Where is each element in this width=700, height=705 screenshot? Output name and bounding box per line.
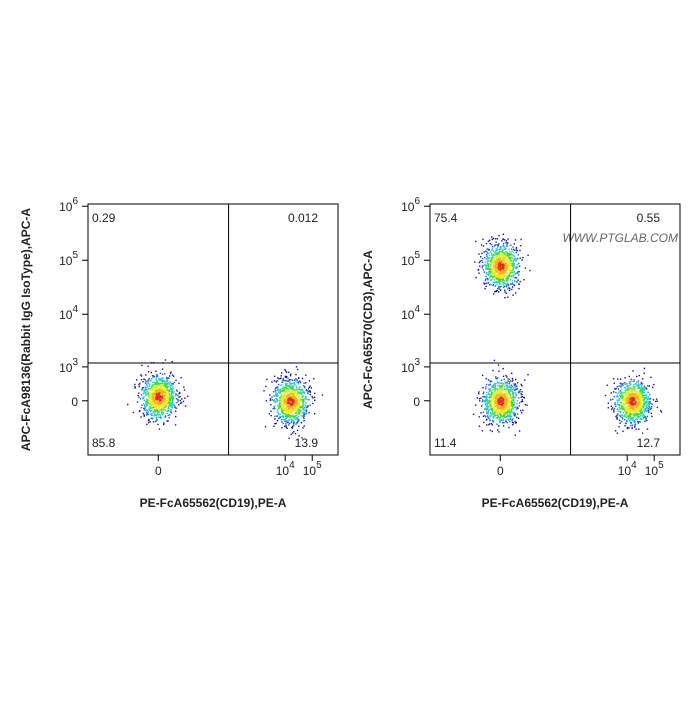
cell-population	[127, 359, 189, 430]
tick-exponent: 5	[316, 460, 322, 471]
y-tick-label: 103	[59, 357, 78, 375]
tick-exponent: 3	[72, 357, 78, 368]
tick-base: 10	[401, 254, 415, 268]
y-axis-label: APC-FcA65570(CD3),APC-A	[361, 250, 375, 409]
tick-base: 10	[59, 361, 73, 375]
tick-base: 10	[303, 464, 317, 478]
x-tick-label: 0	[497, 464, 504, 478]
x-axis-label: PE-FcA65562(CD19),PE-A	[482, 496, 629, 510]
plot-frame	[429, 203, 681, 456]
tick-exponent: 6	[72, 196, 78, 207]
tick-exponent: 5	[72, 250, 78, 261]
tick-base: 10	[645, 464, 659, 478]
y-tick-label: 105	[59, 250, 78, 268]
plot-frame	[87, 203, 339, 456]
tick-base: 10	[401, 308, 415, 322]
x-tick-label: 104	[276, 460, 295, 478]
quadrant-label: 0.29	[92, 211, 116, 225]
tick-base: 10	[59, 308, 73, 322]
y-tick-label: 106	[59, 196, 78, 214]
x-tick-label: 105	[645, 460, 664, 478]
x-tick-label: 104	[618, 460, 637, 478]
tick-base: 10	[401, 361, 415, 375]
tick-base: 10	[618, 464, 632, 478]
quadrant-label: 12.7	[637, 436, 661, 450]
tick-exponent: 6	[414, 196, 420, 207]
tick-exponent: 4	[72, 304, 78, 315]
x-axis-label: PE-FcA65562(CD19),PE-A	[140, 496, 287, 510]
tick-exponent: 5	[414, 250, 420, 261]
quadrant-label: 0.55	[637, 211, 661, 225]
quadrant-label: 11.4	[434, 436, 457, 450]
cell-population	[263, 366, 324, 439]
cell-population	[604, 367, 663, 434]
y-tick-label: 105	[401, 250, 420, 268]
tick-exponent: 3	[414, 357, 420, 368]
y-tick-label: 0	[71, 395, 78, 409]
y-tick-label: 103	[401, 357, 420, 375]
y-tick-label: 104	[401, 304, 420, 322]
y-tick-label: 0	[413, 395, 420, 409]
y-tick-label: 106	[401, 196, 420, 214]
quadrant-label: 0.012	[288, 211, 318, 225]
cell-population	[472, 359, 529, 436]
y-axis-label: APC-FcA98136(Rabbit IgG IsoType),APC-A	[19, 208, 33, 451]
tick-base: 10	[276, 464, 290, 478]
tick-exponent: 4	[289, 460, 295, 471]
cell-population	[473, 233, 531, 299]
watermark: WWW.PTGLAB.COM	[562, 231, 678, 245]
tick-base: 10	[59, 254, 73, 268]
quadrant-label: 85.8	[92, 436, 116, 450]
tick-base: 10	[401, 200, 415, 214]
tick-exponent: 5	[658, 460, 664, 471]
tick-exponent: 4	[414, 304, 420, 315]
y-tick-label: 104	[59, 304, 78, 322]
x-tick-label: 105	[303, 460, 322, 478]
x-tick-label: 0	[155, 464, 162, 478]
quadrant-label: 13.9	[295, 436, 319, 450]
tick-base: 10	[59, 200, 73, 214]
tick-exponent: 4	[631, 460, 637, 471]
quadrant-label: 75.4	[434, 211, 458, 225]
